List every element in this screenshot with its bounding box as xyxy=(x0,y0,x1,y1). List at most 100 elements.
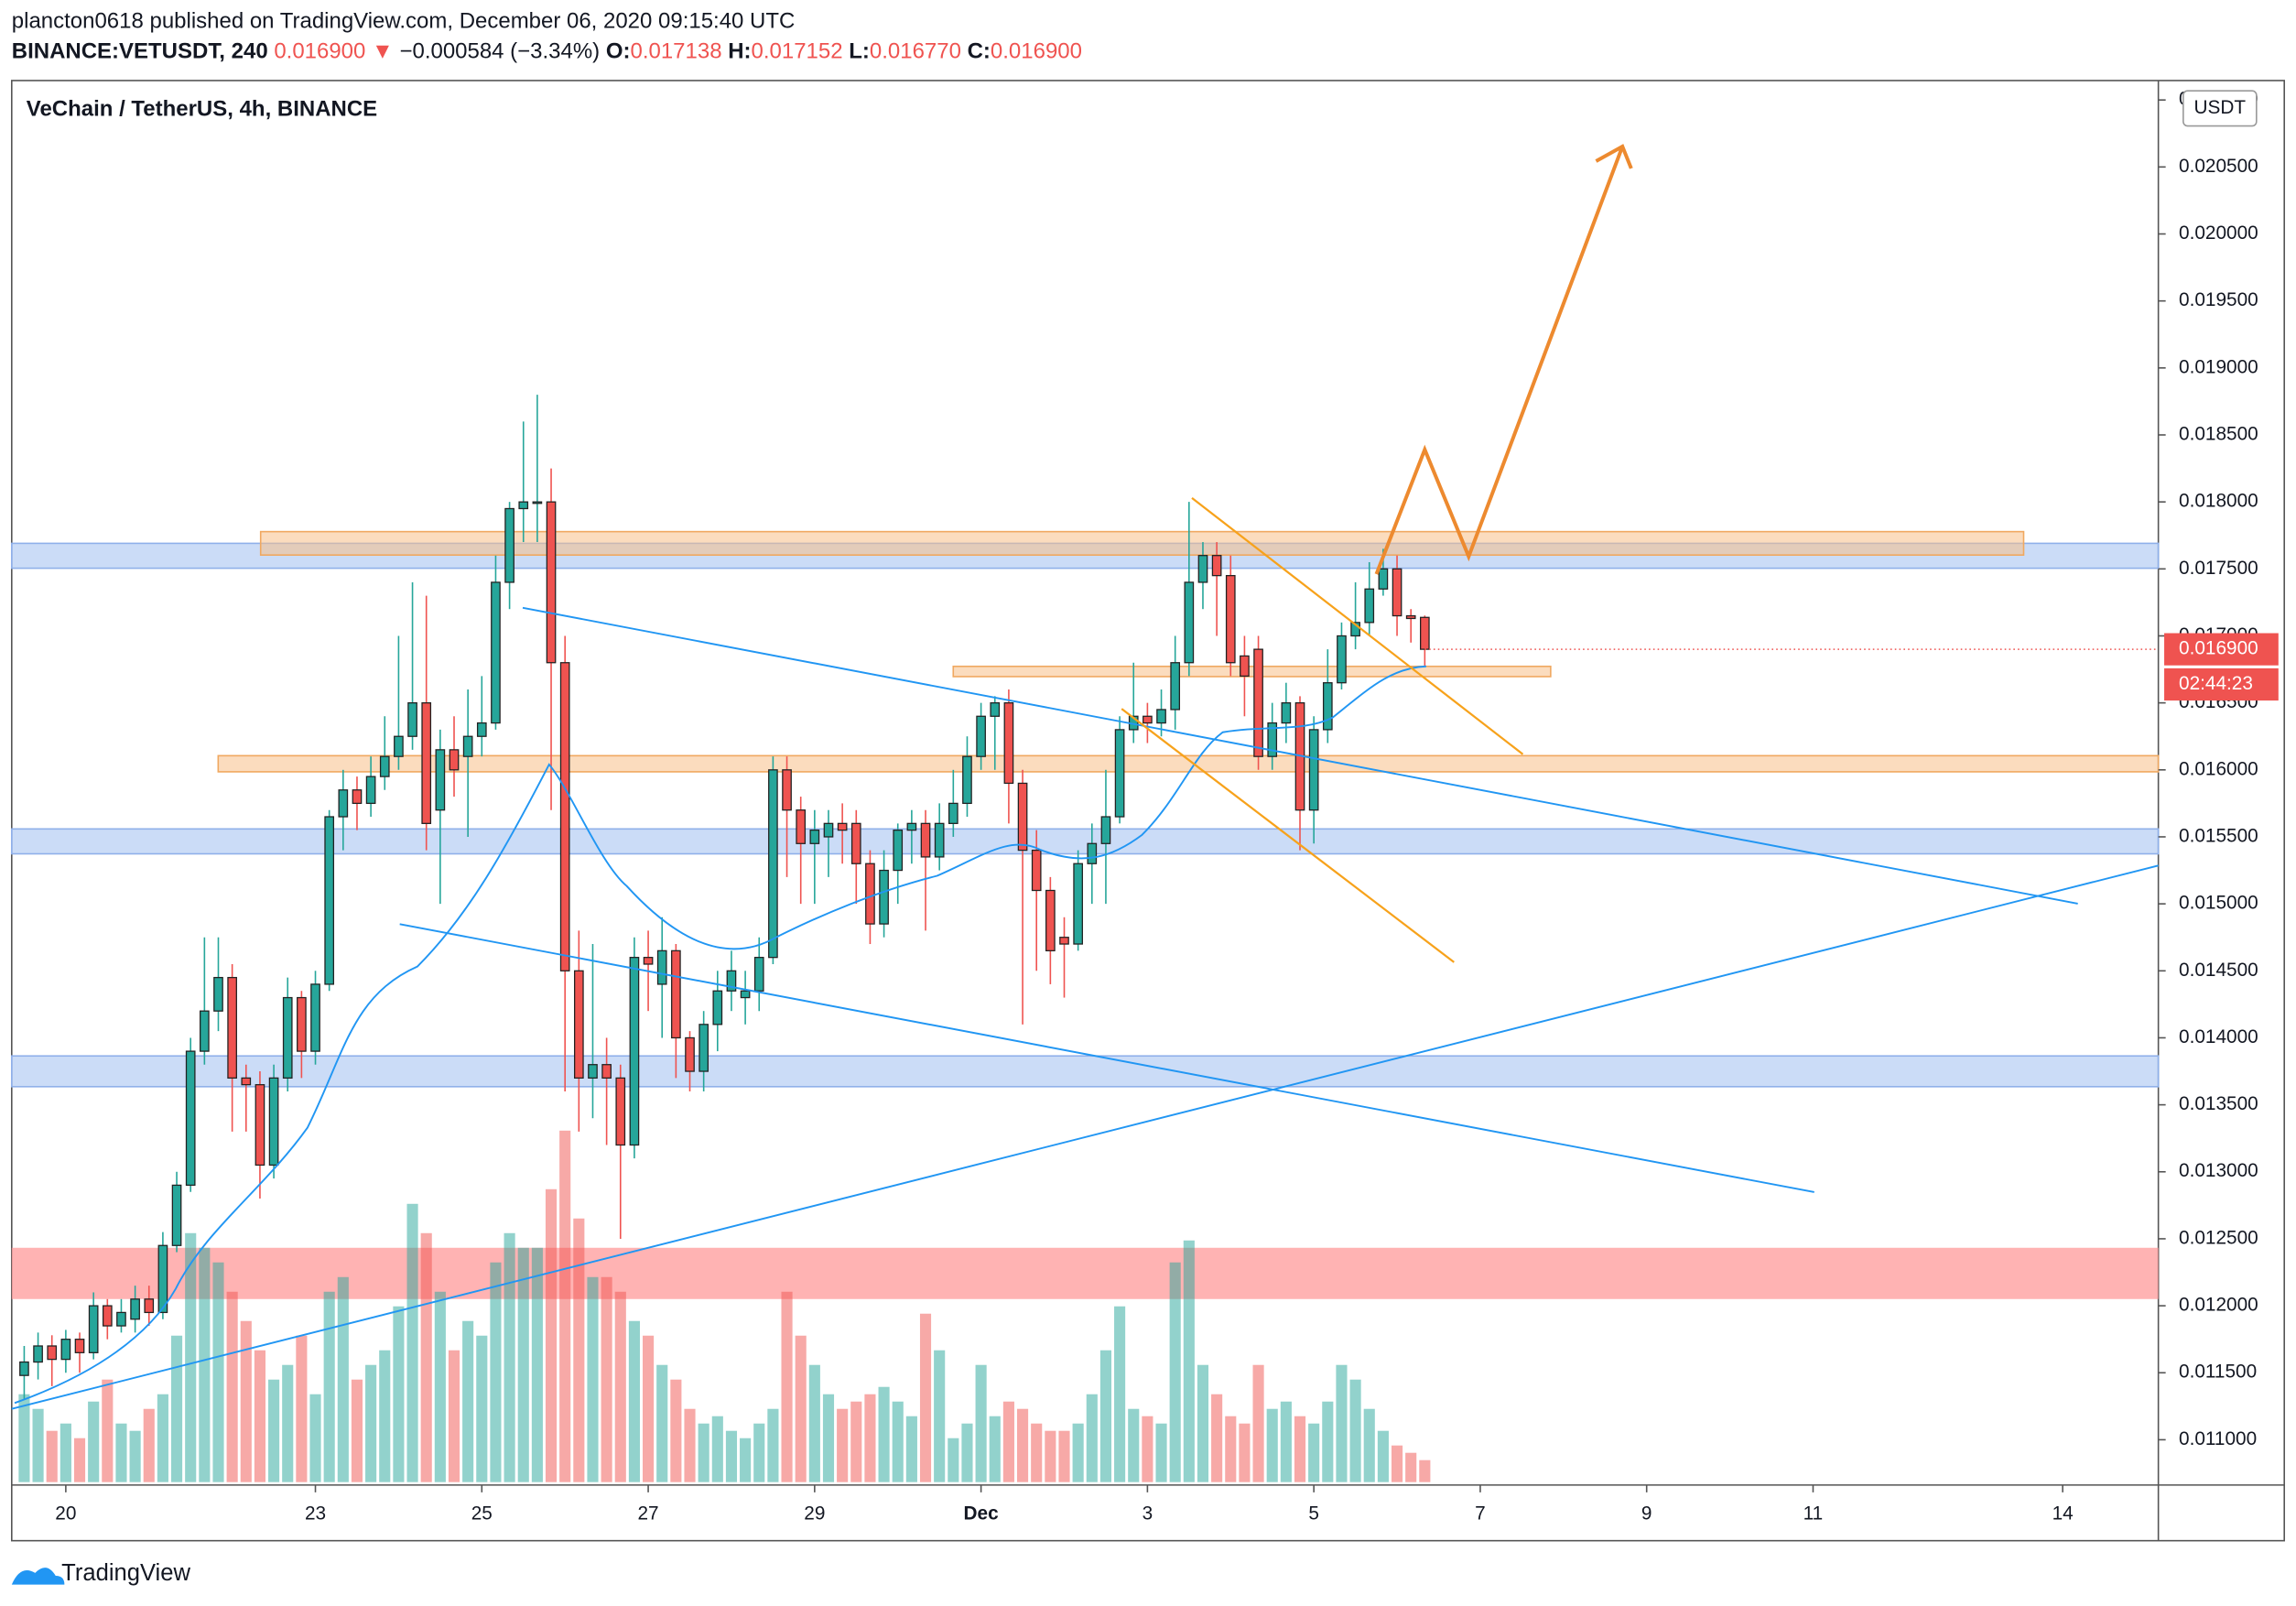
volume-bar xyxy=(1169,1262,1181,1482)
candle-body xyxy=(74,1339,85,1353)
candle-body xyxy=(352,789,363,805)
volume-bar xyxy=(573,1218,585,1482)
candle-body xyxy=(879,869,889,925)
volume-bar xyxy=(268,1379,280,1482)
currency: USDT xyxy=(2194,97,2247,118)
candle-body xyxy=(1322,682,1333,731)
volume-bar xyxy=(1336,1364,1348,1482)
candle-body xyxy=(116,1311,126,1327)
trend-line xyxy=(522,606,2078,905)
resistance-zone xyxy=(217,754,2160,773)
ohlc-value: 0.017138 xyxy=(631,39,722,64)
x-tick-label: 14 xyxy=(2052,1503,2074,1524)
volume-bar xyxy=(1197,1364,1209,1482)
change-arrow: ▼ xyxy=(372,39,394,64)
last-price-badge xyxy=(2164,633,2279,666)
candle-body xyxy=(1170,662,1181,711)
volume-bar xyxy=(767,1408,779,1482)
candle-body xyxy=(227,976,237,1079)
volume-bar xyxy=(989,1416,1001,1482)
candle-body xyxy=(33,1345,43,1363)
volume-bar xyxy=(504,1232,515,1482)
trend-line xyxy=(11,864,2159,1410)
y-tick-label: 0.012000 xyxy=(2179,1295,2258,1316)
ohlc-key: L: xyxy=(849,39,870,64)
x-tick-label: 27 xyxy=(638,1503,659,1524)
volume-bar xyxy=(309,1394,321,1482)
volume-bar xyxy=(393,1306,405,1482)
volume-bar xyxy=(282,1364,294,1482)
volume-bar xyxy=(129,1430,141,1482)
volume-bar xyxy=(170,1335,183,1482)
volume-bar xyxy=(32,1408,44,1482)
volume-bar xyxy=(199,1247,211,1482)
y-tick-label: 0.018000 xyxy=(2179,491,2258,512)
candle-body xyxy=(365,776,376,805)
candle-body xyxy=(1143,715,1153,724)
volume-bar xyxy=(1239,1423,1251,1482)
x-tick-label: Dec xyxy=(964,1503,999,1524)
candle-body xyxy=(171,1184,182,1246)
y-tick-label: 0.017500 xyxy=(2179,558,2258,579)
candle-body xyxy=(753,957,764,992)
candle-body xyxy=(1405,614,1416,620)
ohlc-value: 0.017152 xyxy=(752,39,843,64)
candle-body xyxy=(1240,655,1250,678)
volume-bar xyxy=(1086,1394,1098,1482)
candle-body xyxy=(948,802,958,824)
candle-body xyxy=(157,1244,168,1314)
resistance-zone xyxy=(952,665,1552,678)
volume-bar xyxy=(975,1364,987,1482)
volume-bar xyxy=(892,1401,904,1482)
candle-body xyxy=(588,1064,598,1079)
volume-bar xyxy=(185,1232,197,1482)
volume-bar xyxy=(905,1416,917,1482)
ohlc-key: O: xyxy=(606,39,631,64)
volume-bar xyxy=(462,1320,474,1482)
volume-bar xyxy=(934,1350,946,1482)
candle-body xyxy=(449,749,460,771)
candle-body xyxy=(130,1298,140,1320)
volume-bar xyxy=(434,1291,446,1482)
candle-body xyxy=(546,501,557,664)
ohlc-value: 0.016900 xyxy=(991,39,1082,64)
candle-body xyxy=(573,970,584,1079)
logo-icon xyxy=(11,1568,65,1585)
candle-body xyxy=(850,822,861,864)
volume-bar xyxy=(157,1394,168,1482)
volume-bar xyxy=(850,1401,862,1482)
volume-bar xyxy=(559,1130,571,1482)
volume-bar xyxy=(837,1408,849,1482)
candle-body xyxy=(962,755,972,805)
volume-bar xyxy=(587,1276,599,1482)
volume-bar xyxy=(1155,1423,1167,1482)
volume-bar xyxy=(46,1430,58,1482)
candle-body xyxy=(47,1345,58,1361)
x-tick-label: 23 xyxy=(305,1503,326,1524)
candle-layer xyxy=(19,395,1430,1400)
currency-box xyxy=(2182,90,2258,127)
volume-bar xyxy=(656,1364,668,1482)
candle-body xyxy=(144,1298,155,1314)
x-tick-label: 3 xyxy=(1143,1503,1153,1524)
volume-layer xyxy=(18,1130,1431,1482)
volume-bar xyxy=(60,1423,71,1482)
volume-bar xyxy=(490,1262,502,1482)
ohlc-key: C: xyxy=(968,39,991,64)
x-tick-label: 25 xyxy=(471,1503,493,1524)
resistance-zone xyxy=(259,530,2025,557)
volume-bar xyxy=(1072,1423,1084,1482)
volume-bar xyxy=(643,1335,655,1482)
candle-body xyxy=(643,957,654,965)
candle-body xyxy=(1253,648,1263,757)
volume-bar xyxy=(226,1291,238,1482)
volume-bar xyxy=(822,1394,835,1482)
candle-body xyxy=(185,1050,196,1187)
volume-bar xyxy=(781,1291,793,1482)
candle-body xyxy=(1073,863,1083,945)
countdown-label: 02:44:23 xyxy=(2179,673,2253,694)
volume-bar xyxy=(143,1408,155,1482)
candle-body xyxy=(559,662,570,971)
volume-bar xyxy=(1280,1401,1292,1482)
candle-body xyxy=(394,735,404,757)
